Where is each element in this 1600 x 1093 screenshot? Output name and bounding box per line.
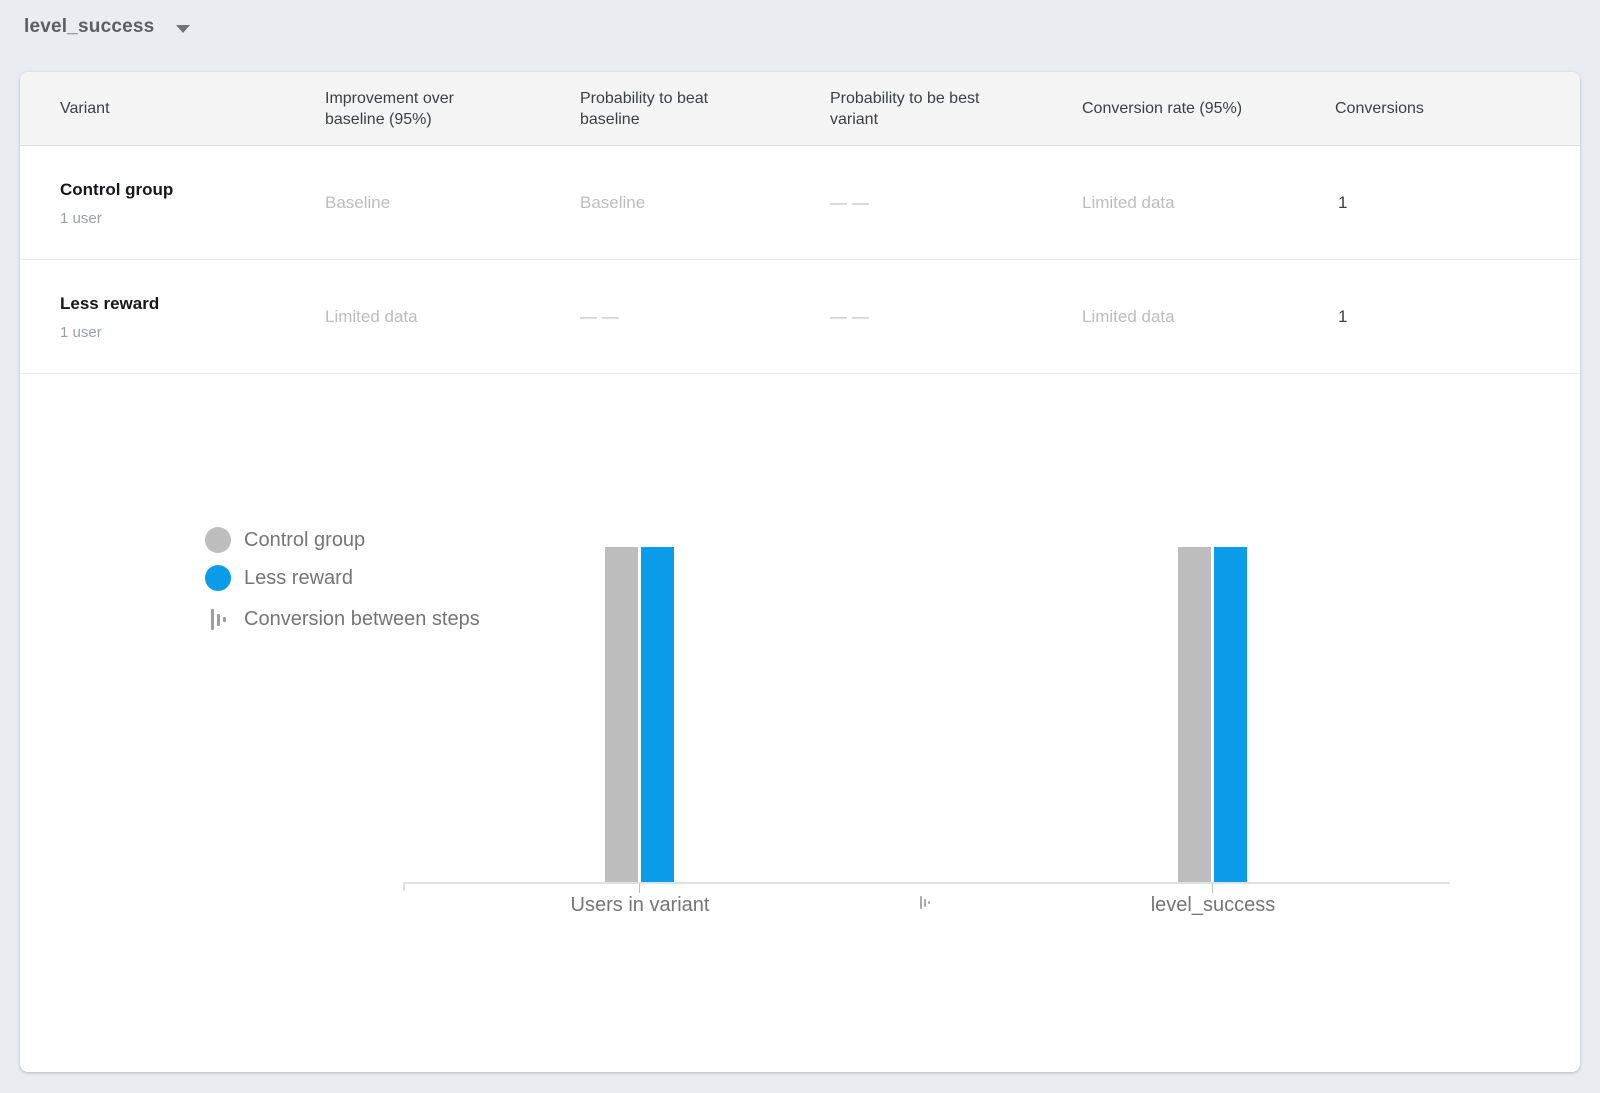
column-header-prob-best-variant: Probability to be best variant xyxy=(830,89,980,128)
metric-selector-label: level_success xyxy=(24,16,155,37)
column-header-prob-beat-baseline: Probability to beat baseline xyxy=(580,89,709,128)
less-reward-swatch-icon xyxy=(205,565,231,591)
bar-less-reward-users-in-variant xyxy=(641,547,674,882)
conversions-value: 1 xyxy=(1338,306,1348,326)
column-header-conversion-rate: Conversion rate (95%) xyxy=(1082,100,1243,117)
improvement-value: Limited data xyxy=(325,306,418,326)
bar-control-users-in-variant xyxy=(605,547,638,882)
table-row: Less reward 1 user Limited data — — — — … xyxy=(20,260,1580,374)
metric-selector[interactable]: level_success xyxy=(24,16,191,38)
legend-label: Conversion between steps xyxy=(244,608,480,630)
variant-name: Less reward xyxy=(60,294,160,313)
conversions-value: 1 xyxy=(1338,192,1348,212)
legend-item-conversion-between-steps: Conversion between steps xyxy=(205,608,480,631)
column-header-improvement: Improvement over baseline (95%) xyxy=(325,89,454,128)
x-label-users-in-variant: Users in variant xyxy=(570,894,710,916)
x-axis-tick xyxy=(1212,884,1213,893)
prob-best-variant-value: — — xyxy=(830,306,869,326)
dropdown-arrow-icon xyxy=(176,24,191,33)
x-axis-tick xyxy=(639,884,640,893)
bar-control-level-success xyxy=(1178,547,1211,882)
variant-user-count: 1 user xyxy=(60,324,102,341)
bar-less-reward-level-success xyxy=(1214,547,1247,882)
variant-user-count: 1 user xyxy=(60,210,102,227)
conversion-rate-value: Limited data xyxy=(1082,192,1175,212)
table-header: Variant Improvement over baseline (95%) … xyxy=(20,72,1580,146)
conversion-between-steps-icon xyxy=(205,609,231,630)
column-header-conversions: Conversions xyxy=(1335,100,1424,117)
prob-best-variant-value: — — xyxy=(830,192,869,212)
improvement-value: Baseline xyxy=(325,192,391,212)
results-card: Variant Improvement over baseline (95%) … xyxy=(20,72,1580,1072)
x-label-level-success: level_success xyxy=(1150,894,1276,916)
variant-cell: Control group 1 user xyxy=(60,146,325,259)
funnel-chart: Control group Less reward Conversion bet… xyxy=(20,374,1580,1072)
x-axis-end-tick xyxy=(403,882,405,891)
conversion-between-steps-icon xyxy=(920,896,930,909)
legend-label: Less reward xyxy=(244,566,353,589)
legend-item-less-reward: Less reward xyxy=(205,565,353,591)
prob-beat-baseline-value: Baseline xyxy=(580,192,646,212)
x-axis-line xyxy=(403,882,1450,884)
column-header-variant: Variant xyxy=(60,100,110,117)
prob-beat-baseline-value: — — xyxy=(580,306,619,326)
variant-name: Control group xyxy=(60,180,174,199)
legend-label: Control group xyxy=(244,528,366,551)
legend-item-control-group: Control group xyxy=(205,527,365,553)
table-row: Control group 1 user Baseline Baseline —… xyxy=(20,146,1580,260)
conversion-rate-value: Limited data xyxy=(1082,306,1175,326)
variant-cell: Less reward 1 user xyxy=(60,260,325,373)
control-group-swatch-icon xyxy=(205,527,231,553)
